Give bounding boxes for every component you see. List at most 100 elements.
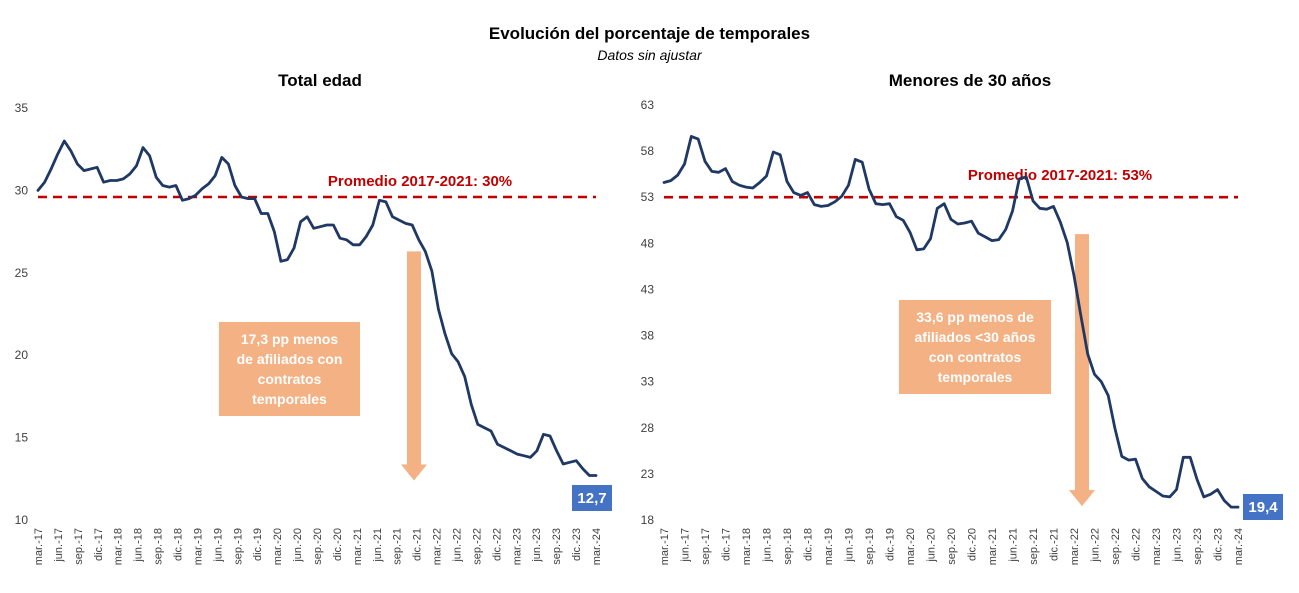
end-value-label: 12,7	[577, 490, 606, 507]
series-line	[36, 139, 598, 477]
y-tick-label: 33	[641, 375, 655, 389]
x-tick-label: dic.-22	[491, 528, 503, 561]
x-tick-label: dic.-17	[721, 528, 733, 561]
x-tick-label: sep.-23	[551, 528, 563, 565]
x-tick-label: mar.-23	[511, 528, 523, 565]
x-tick-label: mar.-23	[1151, 528, 1163, 565]
x-tick-label: jun.-19	[212, 528, 224, 563]
x-tick-label: sep.-21	[1028, 528, 1040, 565]
y-tick-label: 43	[641, 282, 655, 296]
annotation-text: afiliados <30 años	[915, 329, 1036, 345]
x-tick-label: mar.-21	[987, 528, 999, 565]
y-tick-label: 23	[641, 467, 655, 481]
y-tick-label: 20	[15, 348, 29, 362]
x-tick-label: mar.-17	[33, 528, 45, 565]
x-tick-label: mar.-22	[432, 528, 444, 565]
annotation-text: contratos	[258, 371, 322, 387]
end-value-box	[572, 485, 612, 511]
annotation-text: temporales	[938, 369, 1013, 385]
panel-title: Menores de 30 años	[889, 71, 1052, 90]
x-tick-label: jun.-22	[452, 528, 464, 563]
x-tick-label: jun.-20	[292, 528, 304, 563]
x-tick-label: dic.-20	[332, 528, 344, 561]
x-tick-label: sep.-20	[312, 528, 324, 565]
x-tick-label: sep.-19	[864, 528, 876, 565]
x-tick-label: dic.-17	[93, 528, 105, 561]
average-label: Promedio 2017-2021: 53%	[968, 167, 1152, 184]
x-tick-label: jun.-20	[926, 528, 938, 563]
x-tick-label: sep.-22	[1110, 528, 1122, 565]
x-tick-label: sep.-20	[946, 528, 958, 565]
x-tick-label: mar.-17	[659, 528, 671, 565]
y-tick-label: 48	[641, 236, 655, 250]
x-tick-label: mar.-19	[823, 528, 835, 565]
x-tick-label: mar.-18	[741, 528, 753, 565]
y-tick-label: 28	[641, 421, 655, 435]
x-tick-label: mar.-20	[272, 528, 284, 565]
x-tick-label: sep.-19	[232, 528, 244, 565]
x-tick-label: sep.-23	[1192, 528, 1204, 565]
x-tick-label: dic.-23	[1213, 528, 1225, 561]
x-tick-label: jun.-18	[133, 528, 145, 563]
x-tick-label: mar.-24	[591, 528, 603, 565]
main-title: Evolución del porcentaje de temporales	[488, 24, 811, 43]
x-tick-label: mar.-24	[1233, 528, 1245, 565]
annotation-text: 17,3 pp menos	[241, 331, 338, 347]
x-tick-label: mar.-21	[352, 528, 364, 565]
annotation-text: temporales	[252, 391, 327, 407]
x-tick-label: jun.-17	[53, 528, 65, 563]
x-tick-label: dic.-19	[252, 528, 264, 561]
x-tick-label: mar.-22	[1069, 528, 1081, 565]
x-tick-label: jun.-23	[1172, 528, 1184, 563]
x-tick-label: jun.-21	[372, 528, 384, 563]
x-tick-label: dic.-18	[173, 528, 185, 561]
x-tick-label: sep.-21	[392, 528, 404, 565]
chart-total-edad: Total edad 10 15 20 25 30 35 mar.-17 jun.-17 sep.…	[15, 71, 612, 565]
x-tick-label: dic.-20	[967, 528, 979, 561]
y-tick-label: 35	[15, 101, 29, 115]
series-line	[662, 135, 1240, 509]
end-value-label: 19,4	[1248, 499, 1278, 516]
chart-menores-30: Menores de 30 años 18 23 28 33 38 43 48 53 58 63 ma…	[641, 71, 1283, 565]
x-tick-label: dic.-19	[885, 528, 897, 561]
x-tick-label: sep.-17	[73, 528, 85, 565]
y-tick-label: 58	[641, 144, 655, 158]
x-tick-label: jun.-23	[531, 528, 543, 563]
x-tick-label: sep.-17	[700, 528, 712, 565]
average-label: Promedio 2017-2021: 30%	[328, 173, 512, 190]
annotation-text: de afiliados con	[237, 351, 343, 367]
annotation-box	[219, 322, 360, 416]
y-tick-label: 63	[641, 98, 655, 112]
x-tick-label: mar.-18	[113, 528, 125, 565]
x-tick-label: mar.-19	[192, 528, 204, 565]
annotation-arrow	[1069, 234, 1095, 507]
x-tick-label: sep.-18	[153, 528, 165, 565]
y-tick-label: 10	[15, 513, 29, 527]
x-tick-label: dic.-21	[1049, 528, 1061, 561]
x-tick-label: dic.-22	[1131, 528, 1143, 561]
subtitle: Datos sin ajustar	[597, 47, 702, 63]
x-tick-label: jun.-22	[1090, 528, 1102, 563]
y-tick-label: 18	[641, 513, 655, 527]
y-tick-label: 38	[641, 329, 655, 343]
x-tick-label: jun.-18	[762, 528, 774, 563]
y-tick-label: 15	[15, 431, 29, 445]
annotation-box	[899, 300, 1051, 394]
y-tick-label: 53	[641, 190, 655, 204]
x-tick-label: dic.-23	[571, 528, 583, 561]
x-tick-label: jun.-17	[680, 528, 692, 563]
panel-title: Total edad	[278, 71, 362, 90]
annotation-arrow	[401, 251, 427, 481]
x-tick-label: jun.-19	[844, 528, 856, 563]
annotation-text: con contratos	[929, 349, 1022, 365]
x-tick-label: dic.-18	[803, 528, 815, 561]
y-tick-label: 30	[15, 183, 29, 197]
x-tick-label: jun.-21	[1008, 528, 1020, 563]
end-value-box	[1243, 494, 1283, 520]
x-tick-label: sep.-22	[471, 528, 483, 565]
x-tick-label: dic.-21	[412, 528, 424, 561]
x-tick-label: mar.-20	[905, 528, 917, 565]
annotation-text: 33,6 pp menos de	[916, 309, 1034, 325]
y-tick-label: 25	[15, 266, 29, 280]
x-tick-label: sep.-18	[782, 528, 794, 565]
